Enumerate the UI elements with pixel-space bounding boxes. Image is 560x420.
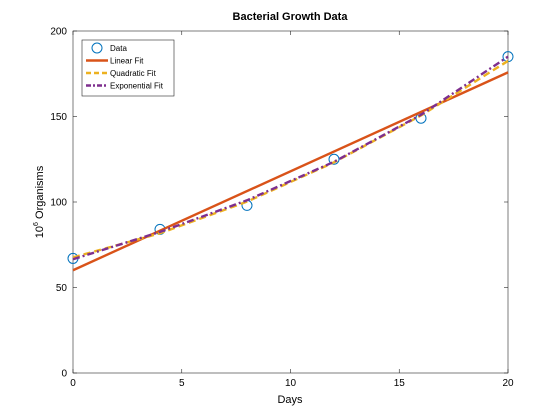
x-tick-label: 15 <box>394 378 406 389</box>
x-tick-label: 20 <box>502 378 514 389</box>
series-layer <box>67 51 514 272</box>
y-tick-label: 50 <box>56 283 68 294</box>
y-tick-label: 200 <box>50 27 67 38</box>
x-tick-label: 5 <box>179 378 185 389</box>
legend: Data Linear Fit Quadratic Fit Exponential F… <box>81 39 175 97</box>
x-axis-label: Days <box>277 394 303 406</box>
legend-label-quadratic-fit: Quadratic Fit <box>110 69 157 78</box>
x-tick-label: 10 <box>285 378 297 389</box>
data-point <box>328 153 340 165</box>
legend-marker-data <box>91 42 103 54</box>
y-axis-label: 106 Organisms <box>33 165 46 238</box>
legend-label-data: Data <box>110 44 127 53</box>
y-tick-label: 100 <box>50 198 67 209</box>
y-tick-label: 0 <box>61 369 67 380</box>
legend-label-exponential-fit: Exponential Fit <box>110 82 164 91</box>
legend-label-linear-fit: Linear Fit <box>110 57 144 66</box>
y-axis-label-exponent: 6 <box>33 222 40 226</box>
y-tick-label: 150 <box>50 112 67 123</box>
y-axis-label-base: 10 <box>34 226 46 238</box>
chart-title: Bacterial Growth Data <box>233 11 349 23</box>
exponential-fit-line <box>72 55 509 261</box>
x-tick-label: 0 <box>70 378 76 389</box>
y-axis-label-text: Organisms <box>34 165 46 222</box>
